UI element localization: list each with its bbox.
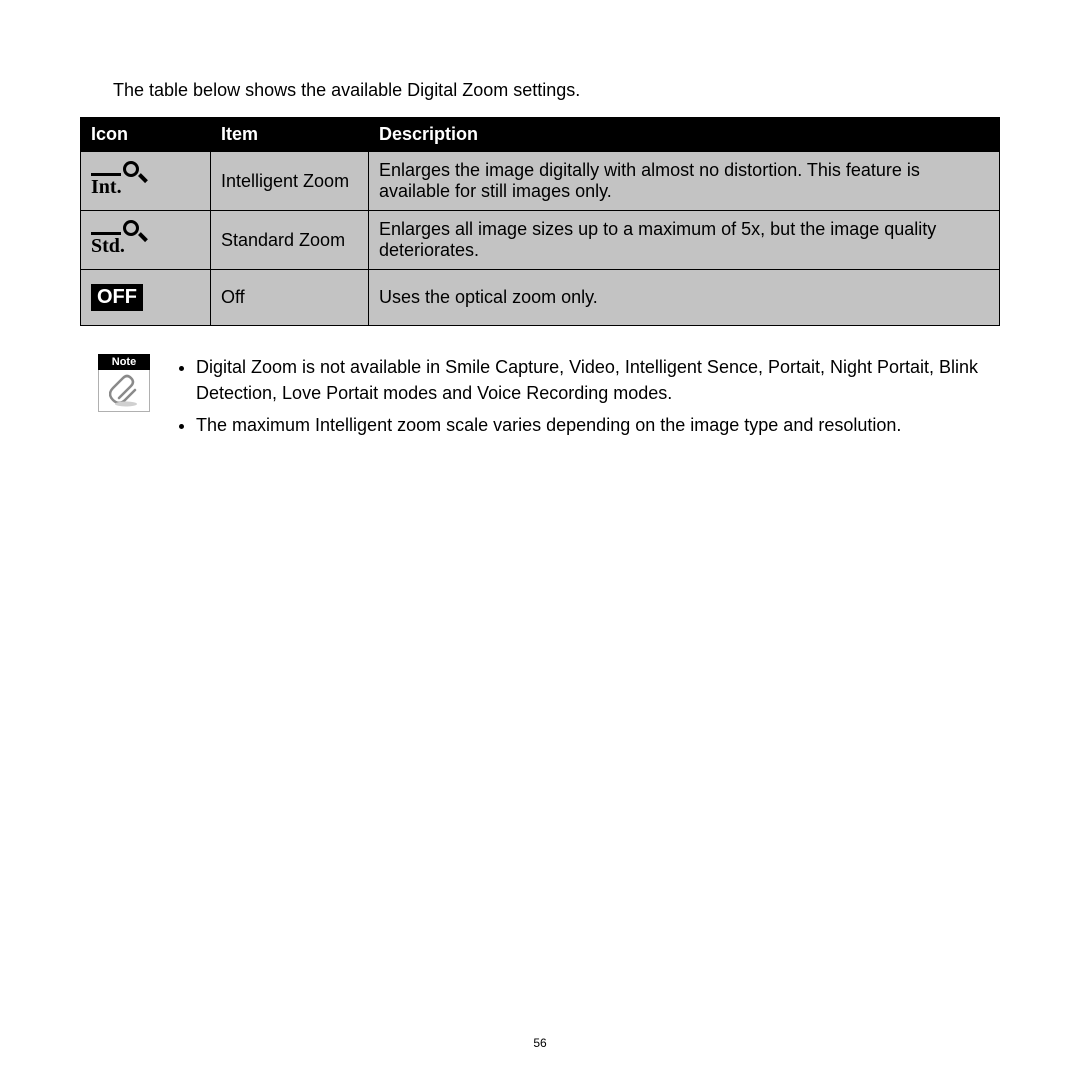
note-label: Note: [98, 354, 150, 370]
note-icon-container: Note: [98, 354, 150, 412]
table-row: Std. Standard Zoom Enlarges all image si…: [81, 211, 1000, 270]
cell-item: Standard Zoom: [211, 211, 369, 270]
intro-paragraph: The table below shows the available Digi…: [113, 80, 1008, 101]
cell-description: Enlarges the image digitally with almost…: [369, 152, 1000, 211]
header-description: Description: [369, 118, 1000, 152]
header-item: Item: [211, 118, 369, 152]
cell-icon: Std.: [81, 211, 211, 270]
cell-description: Enlarges all image sizes up to a maximum…: [369, 211, 1000, 270]
note-section: Note Digital Zoom is not available in Sm…: [80, 354, 1008, 444]
header-icon: Icon: [81, 118, 211, 152]
cell-item: Intelligent Zoom: [211, 152, 369, 211]
table-row: OFF Off Uses the optical zoom only.: [81, 270, 1000, 326]
note-item: Digital Zoom is not available in Smile C…: [196, 354, 1008, 406]
cell-description: Uses the optical zoom only.: [369, 270, 1000, 326]
table-header-row: Icon Item Description: [81, 118, 1000, 152]
paperclip-icon: [98, 370, 150, 412]
note-item: The maximum Intelligent zoom scale varie…: [196, 412, 1008, 438]
table-row: Int. Intelligent Zoom Enlarges the image…: [81, 152, 1000, 211]
cell-icon: OFF: [81, 270, 211, 326]
cell-item: Off: [211, 270, 369, 326]
cell-icon: Int.: [81, 152, 211, 211]
intelligent-zoom-icon: Int.: [91, 161, 147, 197]
standard-zoom-icon: Std.: [91, 220, 147, 256]
page-number: 56: [0, 1036, 1080, 1050]
off-icon: OFF: [91, 284, 143, 311]
zoom-settings-table: Icon Item Description Int. Intelligent Z…: [80, 117, 1000, 326]
document-page: The table below shows the available Digi…: [0, 0, 1080, 1080]
note-list: Digital Zoom is not available in Smile C…: [174, 354, 1008, 444]
